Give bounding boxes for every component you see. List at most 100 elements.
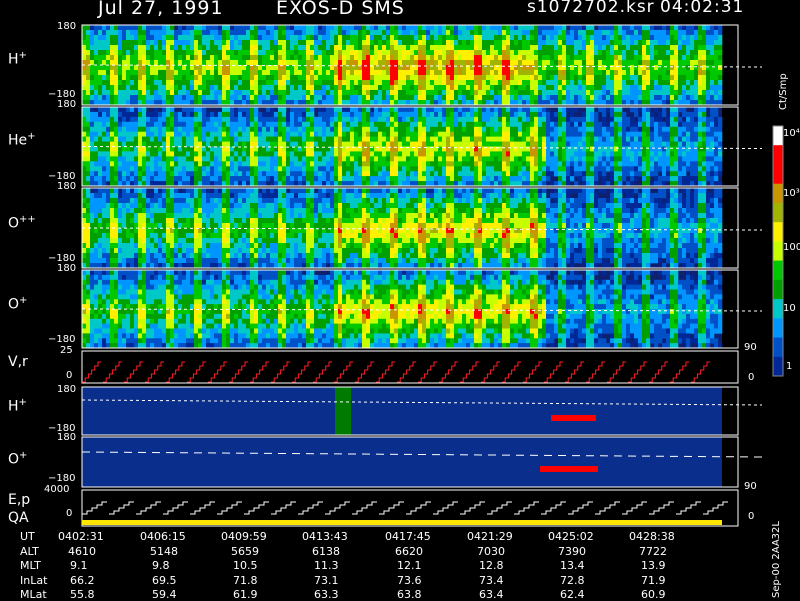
panel-he-plus-cell [338,136,343,142]
panel-he-plus-cell [498,141,503,147]
panel-he-plus-cell [430,141,435,147]
panel-h-plus-cell [214,45,219,51]
panel-he-plus-cell [346,141,351,147]
panel-he-plus-cell [606,107,611,113]
panel-h-plus-cell [366,55,371,61]
panel-h-plus-cell [330,55,335,61]
panel-h-plus-cell [578,30,583,36]
panel-h-plus-cell [590,100,595,106]
panel-h-plus-cell [690,65,695,71]
panel-h-plus-cell [642,75,647,81]
panel-he-plus-cell [298,156,303,162]
panel-h-plus-cell [274,90,279,96]
panel-h-plus-cell [566,100,571,106]
panel-h-plus-cell [350,40,355,46]
panel-h-plus-cell [714,95,719,101]
panel-h-plus-cell [718,30,723,36]
panel-he-plus-cell [622,176,627,182]
panel-h-plus-cell [546,45,551,51]
panel-h-plus-cell [350,35,355,41]
panel-h-plus-cell [194,50,199,56]
panel-h-plus-cell [262,25,267,31]
panel-h-plus-cell [330,95,335,101]
panel-he-plus-cell [670,146,675,152]
panel-he-plus-cell [266,131,271,137]
panel-h-plus-cell [686,55,691,61]
panel-he-plus-cell [670,107,675,113]
panel-h-plus-cell [322,85,327,91]
panel-he-plus-cell [654,136,659,142]
panel-h-plus-cell [158,75,163,81]
panel-he-plus-cell [206,111,211,118]
panel-he-plus-cell [378,116,383,123]
panel-he-plus-cell [94,171,99,177]
panel-he-plus-cell [98,176,103,182]
panel-he-plus-cell [182,146,187,152]
panel-he-plus-cell [394,171,399,177]
panel-h-plus-cell [214,70,219,76]
panel-h-plus-cell [686,45,691,51]
panel-he-plus-cell [406,161,411,167]
panel-he-plus-cell [570,136,575,142]
panel-h-plus-cell [358,65,363,71]
panel-h-plus-cell [110,45,115,51]
panel-he-plus-cell [494,107,499,113]
panel-h-plus-cell [238,90,243,96]
panel-h-plus-cell [350,30,355,36]
panel-h-plus-cell [362,70,367,76]
panel-he-plus-cell [422,141,427,147]
panel-h-plus-cell [202,30,207,36]
panel-he-plus-cell [498,107,503,113]
panel-he-plus-cell [186,171,191,177]
panel-h-plus-cell [518,80,523,86]
panel-h-plus-cell [146,30,151,36]
panel-he-plus-cell [566,107,571,113]
panel-he-plus-cell [398,121,403,127]
panel-he-plus-cell [226,111,231,118]
panel-he-plus-cell [650,111,655,118]
panel-he-plus-cell [170,126,175,132]
panel-he-plus-cell [414,116,419,123]
panel-h-plus-cell [90,25,95,31]
panel-h-plus-cell [318,85,323,91]
panel-he-plus-cell [674,131,679,137]
panel-h-plus-cell [262,30,267,36]
panel-he-plus-cell [374,111,379,118]
panel-he-plus-cell [362,161,367,167]
panel-h-plus-cell [718,50,723,56]
panel-he-plus-cell [670,171,675,177]
panel-he-plus-cell [210,171,215,177]
panel-he-plus-cell [130,141,135,147]
panel-he-plus-cell [242,176,247,182]
panel-he-plus-cell [666,141,671,147]
panel-he-plus-cell [510,146,515,152]
panel-h-plus-cell [294,65,299,71]
panel-h-plus-cell [482,60,487,66]
panel-he-plus-cell [530,121,535,127]
panel-he-plus-cell [218,116,223,123]
panel-h-plus-cell [674,50,679,56]
panel-h-plus-cell [254,50,259,56]
panel-he-plus-cell [382,107,387,113]
panel-h-plus-cell [114,100,119,106]
panel-he-plus-cell [158,121,163,127]
panel-h-plus-cell [498,30,503,36]
panel-he-plus-cell [302,146,307,152]
panel-he-plus-cell [370,136,375,142]
panel-h-plus-cell [358,45,363,51]
panel-h-plus-cell [638,100,643,106]
panel-he-plus-cell [174,166,179,172]
panel-he-plus-cell [82,141,87,147]
panel-h-plus-cell [514,75,519,81]
panel-he-plus-cell [334,111,339,118]
panel-he-plus-cell [334,156,339,162]
panel-h-plus-cell [638,75,643,81]
panel-he-plus-cell [114,166,119,172]
panel-he-plus-cell [90,176,95,182]
panel-h-plus-cell [638,35,643,41]
panel-he-plus-cell [218,176,223,182]
panel-he-plus-cell [614,141,619,147]
panel-h-plus-cell [182,55,187,61]
panel-h-plus-cell [106,70,111,76]
panel-h-plus-cell [482,55,487,61]
